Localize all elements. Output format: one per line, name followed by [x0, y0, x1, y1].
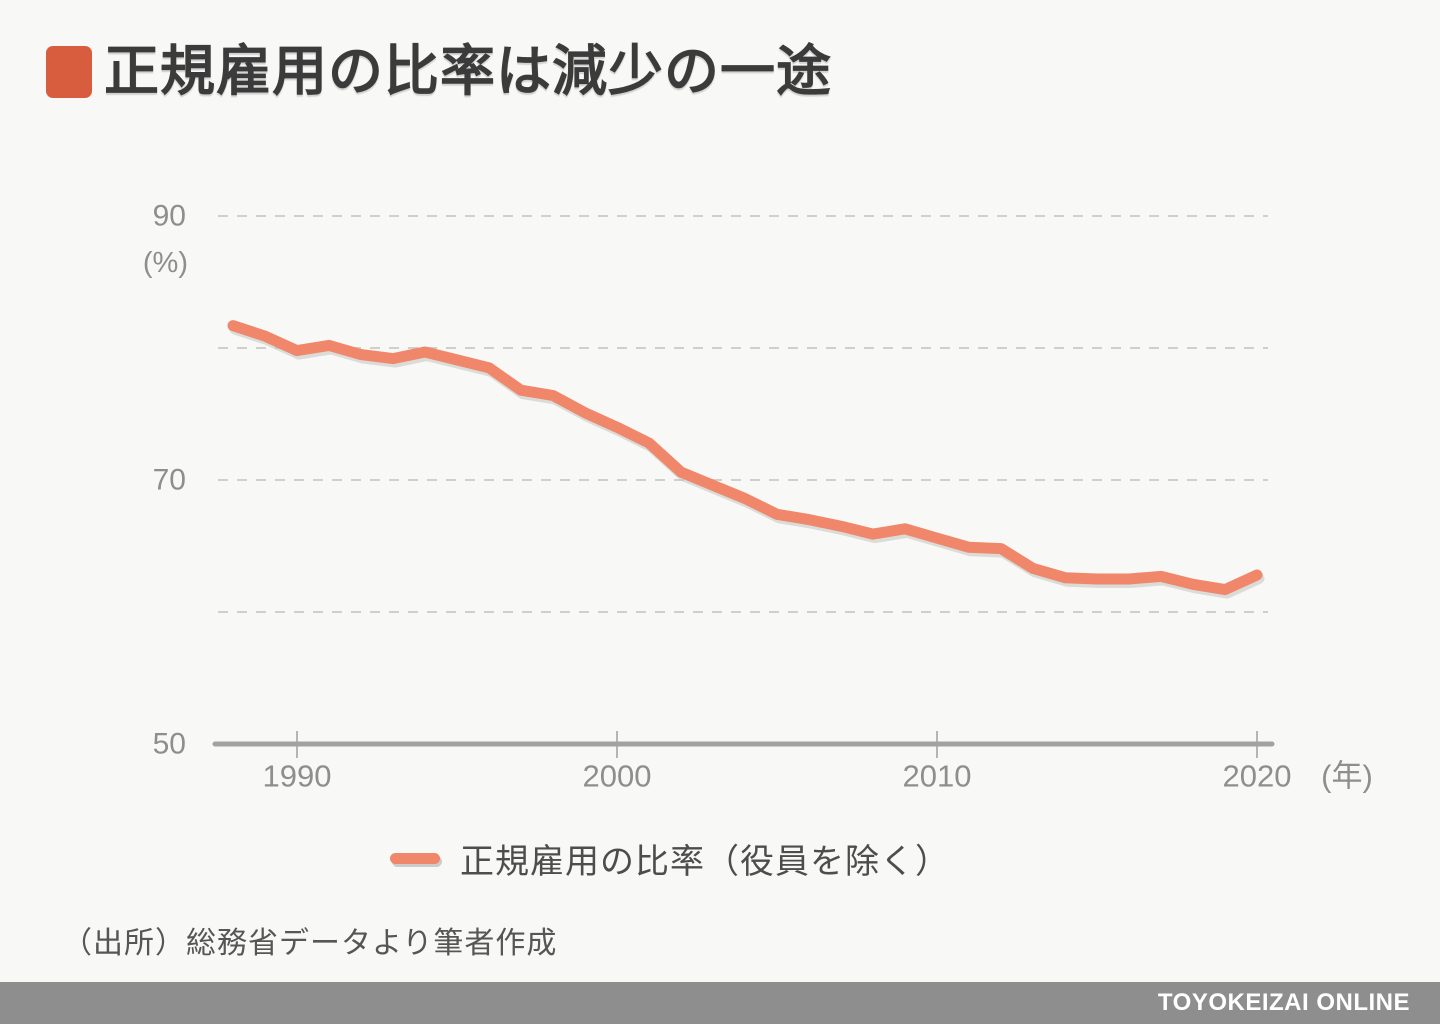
title-bullet-square [46, 46, 92, 98]
footer-brand-text: TOYOKEIZAI ONLINE [1157, 989, 1410, 1016]
x-axis-unit-label: (年) [1321, 759, 1373, 794]
y-axis-unit-label: (%) [143, 247, 188, 279]
legend-line-marker [390, 853, 440, 864]
footer-bar: TOYOKEIZAI ONLINE [0, 982, 1440, 1024]
data-line-regular-employment-ratio [227, 320, 1263, 596]
chart-legend: 正規雇用の比率（役員を除く） [0, 834, 1340, 883]
chart-title: 正規雇用の比率は減少の一途 [104, 40, 833, 102]
x-tick-label-2010: 2010 [903, 759, 972, 794]
y-tick-label-50: 50 [153, 728, 186, 761]
y-tick-label-70: 70 [153, 464, 186, 497]
legend-series-label: 正規雇用の比率（役員を除く） [460, 843, 950, 881]
chart-header: 正規雇用の比率は減少の一途 [46, 38, 832, 104]
x-tick-label-2020: 2020 [1223, 759, 1292, 794]
source-note: （出所）総務省データより筆者作成 [62, 927, 558, 960]
y-tick-label-90: 90 [153, 200, 186, 233]
data-line-shadow [229, 323, 1265, 599]
x-tick-label-2000: 2000 [583, 759, 652, 794]
x-tick-label-1990: 1990 [263, 759, 332, 794]
